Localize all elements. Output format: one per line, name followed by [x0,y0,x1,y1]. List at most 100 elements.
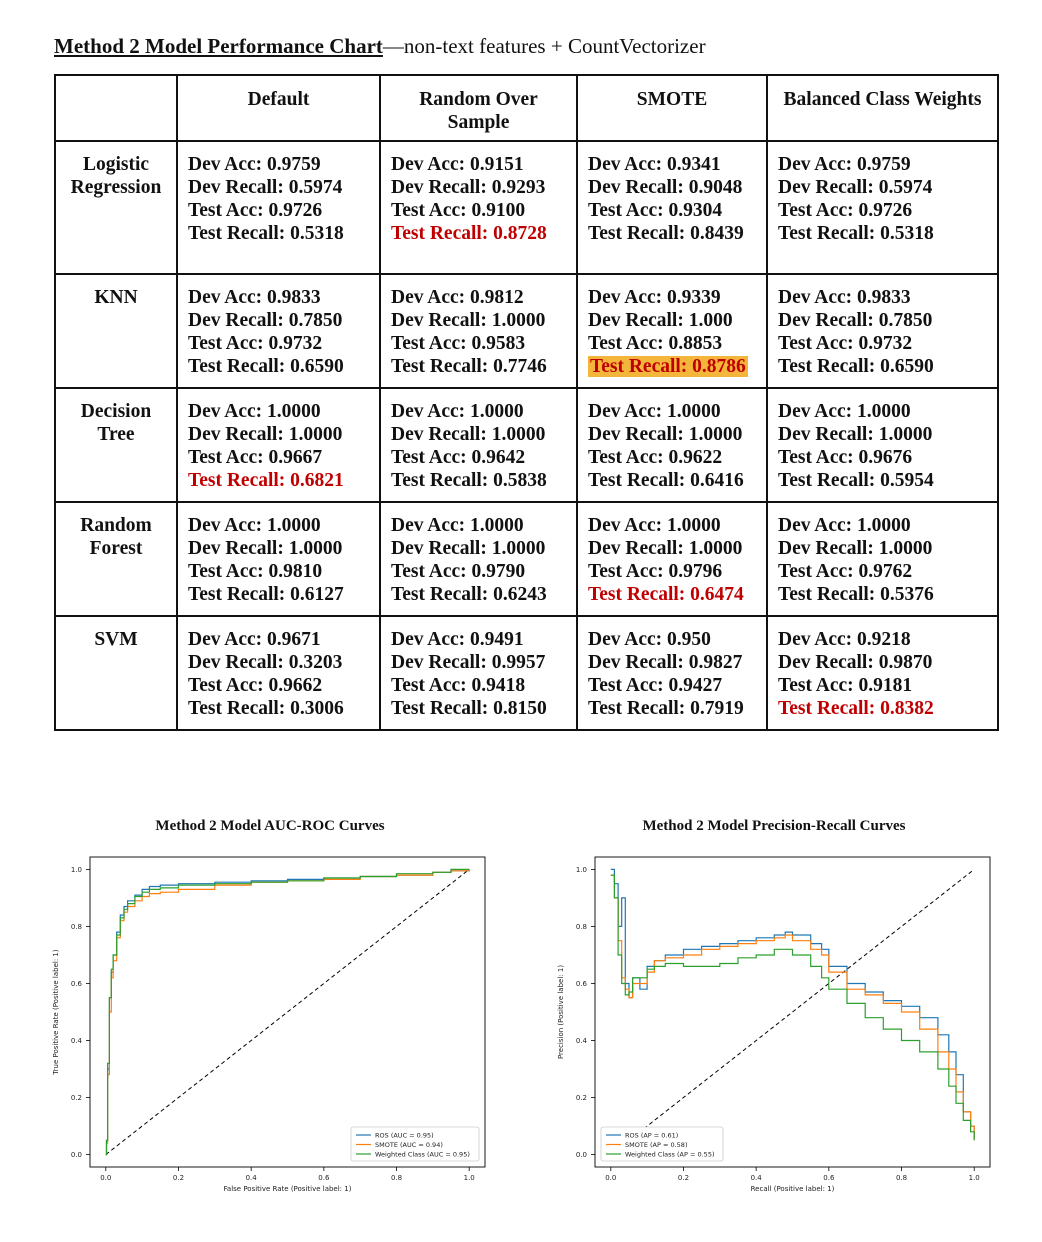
dev-metric: Dev Recall: 1.0000 [588,424,743,445]
metric-cell: Dev Acc: 1.0000 Dev Recall: 1.0000 Test Ac… [176,501,381,617]
row-header-model: Random Forest [54,501,178,617]
dev-metric: Dev Acc: 0.950 [588,629,711,650]
y-tick-label: 0.8 [71,923,82,931]
dev-metric: Dev Acc: 0.9812 [391,287,524,308]
metric-cell: Dev Acc: 0.9833 Dev Recall: 0.7850 Test Ac… [766,273,999,389]
y-tick-label: 0.2 [576,1094,587,1102]
y-axis-label: True Positive Rate (Positive label: 1) [52,949,60,1075]
performance-table: Default Random Over Sample SMOTE Balance… [54,74,999,731]
table-row: Logistic Regression Dev Acc: 0.9759 Dev Re… [54,140,999,275]
x-tick-label: 0.2 [678,1174,689,1182]
test-metric: Test Acc: 0.9726 [778,200,913,221]
dev-metric: Dev Acc: 1.0000 [778,515,911,536]
dev-metric: Dev Acc: 1.0000 [188,401,321,422]
metric-cell: Dev Acc: 0.9833 Dev Recall: 0.7850 Test Ac… [176,273,381,389]
test-metric: Test Acc: 0.9676 [778,447,913,468]
test-metric: Test Acc: 0.9622 [588,447,723,468]
column-header: SMOTE [576,74,768,142]
test-metric: Test Recall: 0.5376 [778,584,934,605]
dev-metric: Dev Acc: 1.0000 [188,515,321,536]
dev-metric: Dev Recall: 0.7850 [188,310,343,331]
series-line-2 [610,874,975,1141]
test-metric: Test Acc: 0.9418 [391,675,526,696]
dev-metric: Dev Recall: 1.0000 [391,424,546,445]
metric-cell: Dev Acc: 1.0000 Dev Recall: 1.0000 Test Ac… [379,501,578,617]
row-header-model: Logistic Regression [54,140,178,275]
x-tick-label: 0.6 [823,1174,835,1182]
test-metric: Test Acc: 0.9732 [778,333,913,354]
test-metric: Test Recall: 0.8382 [778,698,934,719]
dev-metric: Dev Acc: 0.9759 [778,154,911,175]
dev-metric: Dev Recall: 1.0000 [188,424,343,445]
table-row: Decision Tree Dev Acc: 1.0000 Dev Recall: … [54,387,999,503]
legend-label: SMOTE (AUC = 0.94) [375,1141,443,1149]
test-metric: Test Acc: 0.9726 [188,200,323,221]
dev-metric: Dev Acc: 1.0000 [588,515,721,536]
y-axis-label: Precision (Positive label: 1) [557,965,565,1059]
dev-metric: Dev Recall: 1.0000 [391,538,546,559]
test-metric: Test Recall: 0.6821 [188,470,344,491]
y-tick-label: 0.4 [71,1037,83,1045]
dev-metric: Dev Acc: 0.9833 [188,287,321,308]
metric-cell: Dev Acc: 0.9339 Dev Recall: 1.000 Test Acc… [576,273,768,389]
dev-metric: Dev Acc: 0.9491 [391,629,524,650]
test-metric: Test Acc: 0.9181 [778,675,913,696]
dev-metric: Dev Recall: 0.9827 [588,652,743,673]
test-metric: Test Acc: 0.9427 [588,675,723,696]
test-metric: Test Recall: 0.7919 [588,698,744,719]
x-tick-label: 0.8 [896,1174,907,1182]
dev-metric: Dev Recall: 1.0000 [778,424,933,445]
metric-highlighted: Test Recall: 0.8786 [588,355,766,378]
dev-metric: Dev Acc: 0.9833 [778,287,911,308]
test-metric: Test Recall: 0.3006 [188,698,344,719]
y-tick-label: 0.2 [71,1094,82,1102]
metric-cell: Dev Acc: 0.950 Dev Recall: 0.9827 Test Acc… [576,615,768,731]
x-axis-label: Recall (Positive label: 1) [751,1185,835,1193]
metric-cell: Dev Acc: 1.0000 Dev Recall: 1.0000 Test Ac… [766,387,999,503]
dev-metric: Dev Recall: 1.0000 [391,310,546,331]
x-tick-label: 0.6 [318,1174,330,1182]
metric-cell: Dev Acc: 0.9671 Dev Recall: 0.3203 Test Ac… [176,615,381,731]
pr-chart-title: Method 2 Model Precision-Recall Curves [642,818,906,834]
dev-metric: Dev Recall: 1.0000 [778,538,933,559]
dev-metric: Dev Acc: 0.9339 [588,287,721,308]
test-metric: Test Acc: 0.9662 [188,675,323,696]
x-tick-label: 1.0 [969,1174,980,1182]
test-metric: Test Recall: 0.8728 [391,223,547,244]
dev-metric: Dev Acc: 0.9218 [778,629,911,650]
row-header-model: Decision Tree [54,387,178,503]
dev-metric: Dev Recall: 0.9293 [391,177,546,198]
test-metric: Test Acc: 0.9667 [188,447,323,468]
test-metric: Test Acc: 0.9762 [778,561,913,582]
test-metric: Test Acc: 0.9583 [391,333,526,354]
dev-metric: Dev Acc: 0.9151 [391,154,524,175]
test-metric: Test Recall: 0.8150 [391,698,547,719]
test-metric: Test Recall: 0.6590 [778,356,934,377]
metric-cell: Dev Acc: 0.9491 Dev Recall: 0.9957 Test Ac… [379,615,578,731]
page-title-main: Method 2 Model Performance Chart [54,34,383,58]
test-metric: Test Recall: 0.7746 [391,356,547,377]
dev-metric: Dev Acc: 1.0000 [391,401,524,422]
plot-frame [594,856,991,1168]
series-line-2 [105,868,470,1156]
test-metric: Test Acc: 0.8853 [588,333,723,354]
metric-cell: Dev Acc: 1.0000 Dev Recall: 1.0000 Test Ac… [766,501,999,617]
test-metric: Test Acc: 0.9790 [391,561,526,582]
dev-metric: Dev Recall: 0.5974 [778,177,933,198]
y-tick-label: 0.4 [576,1037,588,1045]
x-tick-label: 1.0 [464,1174,475,1182]
x-axis-label: False Positive Rate (Positive label: 1) [224,1185,352,1193]
test-metric: Test Recall: 0.5838 [391,470,547,491]
table-row: Random Forest Dev Acc: 1.0000 Dev Recall: … [54,501,999,617]
legend-label: ROS (AP = 0.61) [625,1131,678,1139]
y-tick-label: 0.6 [576,980,588,988]
y-tick-label: 0.0 [71,1151,82,1159]
y-tick-label: 0.6 [71,980,83,988]
legend-label: Weighted Class (AP = 0.55) [625,1150,715,1158]
series-line-0 [610,868,975,1138]
legend-label: ROS (AUC = 0.95) [375,1131,434,1139]
dev-metric: Dev Recall: 0.3203 [188,652,343,673]
test-metric: Test Acc: 0.9732 [188,333,323,354]
table-header-row: Default Random Over Sample SMOTE Balance… [54,74,999,142]
x-tick-label: 0.2 [173,1174,184,1182]
